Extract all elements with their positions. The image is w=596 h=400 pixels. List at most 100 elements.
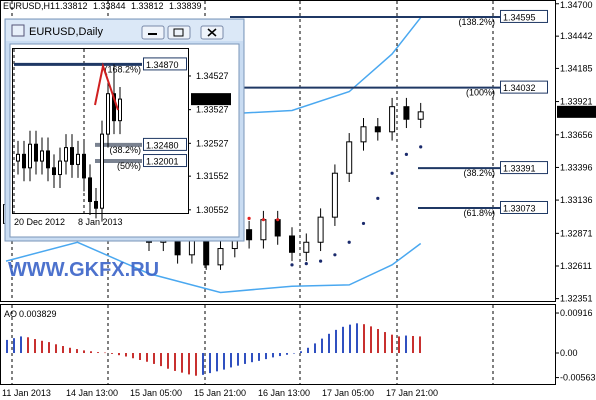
ao-bar — [209, 353, 211, 374]
ao-bar — [181, 353, 183, 373]
ao-bar — [349, 324, 351, 354]
y-tick-label: 1.34527 — [196, 71, 229, 81]
fib-price: 1.34595 — [503, 12, 536, 22]
ao-bar — [97, 352, 99, 354]
fib-price-box — [143, 137, 187, 151]
minimize-button[interactable] — [141, 25, 165, 40]
sar-dot — [319, 259, 323, 263]
ao-bar — [174, 353, 176, 371]
fib-price: 1.34870 — [146, 60, 179, 70]
fib-price: 1.32001 — [146, 157, 179, 167]
candle-body — [106, 93, 110, 135]
candle-body — [289, 235, 295, 253]
sar-dot — [361, 221, 366, 226]
y-tick-label: 0.00916 — [560, 308, 593, 318]
last-price-box — [191, 93, 231, 106]
chart-title: EURUSD,H1 — [3, 1, 55, 11]
window-icon — [11, 24, 25, 37]
ao-bar — [160, 353, 162, 367]
y-tick-label: 1.30552 — [196, 205, 229, 215]
x-tick-label: 8 Jan 2013 — [78, 217, 123, 227]
sar-dot — [390, 171, 394, 175]
maximize-button[interactable] — [167, 25, 191, 40]
ao-bar — [153, 353, 155, 364]
ao-bar — [419, 336, 421, 354]
fib-label: (138.2%) — [458, 17, 495, 27]
fib-price-box — [500, 9, 548, 23]
ao-bar — [356, 323, 358, 354]
ao-bar — [363, 324, 365, 354]
close-icon — [207, 28, 217, 37]
band-line — [5, 241, 422, 294]
y-tick-label: -0.00563 — [560, 373, 596, 383]
fib-label: (100%) — [466, 88, 495, 98]
ao-bar — [27, 337, 29, 354]
candle-body — [100, 133, 104, 209]
y-tick-label: 1.33656 — [560, 130, 593, 140]
ao-bar — [125, 353, 127, 357]
sar-dot — [304, 261, 308, 266]
ao-bar — [321, 338, 323, 354]
x-tick-label: 20 Dec 2012 — [14, 217, 65, 227]
candle-body — [260, 219, 267, 241]
candle-body — [303, 241, 310, 253]
y-tick-label: 1.31552 — [196, 171, 229, 181]
y-tick-label: 0.00 — [560, 348, 578, 358]
ao-bar — [118, 353, 120, 356]
ao-bar — [405, 335, 407, 354]
ao-bar — [41, 340, 43, 354]
fib-label: (168.2%) — [104, 64, 141, 74]
main-frame — [0, 0, 556, 302]
ao-bar — [307, 347, 309, 354]
fib-label: (38.2%) — [109, 145, 141, 155]
x-tick-label: 14 Jan 13:00 — [66, 388, 118, 398]
ao-bar — [342, 326, 344, 354]
y-tick-label: 1.33136 — [560, 195, 593, 205]
candle-body — [94, 200, 98, 209]
x-tick-label: 15 Jan 21:00 — [194, 388, 246, 398]
candle-body — [34, 143, 38, 162]
ao-bar — [279, 353, 281, 357]
watermark: WWW.GKFX.RU — [8, 259, 159, 281]
ao-bar — [55, 344, 57, 354]
candle-body — [112, 93, 116, 122]
ao-bar — [69, 347, 71, 354]
sar-dot — [376, 196, 380, 200]
x-tick-label: 16 Jan 13:00 — [258, 388, 310, 398]
sar-dot — [333, 253, 337, 257]
ao-bar — [370, 326, 372, 354]
fib-price: 1.34032 — [503, 83, 536, 93]
fib-anchor-line — [94, 62, 119, 111]
candle-body — [28, 143, 32, 169]
ohlc-value: 1.33812 — [55, 1, 88, 11]
sar-dot — [419, 145, 423, 149]
sar-dot — [276, 218, 280, 222]
fib-label: (61.8%) — [463, 208, 495, 218]
ao-bar — [398, 336, 400, 354]
ao-bar — [76, 349, 78, 354]
ao-bar — [111, 353, 113, 354]
candle-body — [217, 248, 224, 266]
candle-body — [58, 160, 62, 176]
candle-body — [360, 126, 367, 143]
ao-bar — [251, 353, 253, 363]
fib-price: 1.33073 — [503, 203, 536, 213]
ao-bar — [314, 343, 316, 354]
x-tick-label: 17 Jan 05:00 — [322, 388, 374, 398]
ao-bar — [265, 353, 267, 360]
candle-body — [64, 147, 68, 162]
y-tick-label: 1.34700 — [560, 0, 593, 10]
candle-body — [274, 219, 281, 237]
ao-bar — [104, 352, 106, 354]
candle-body — [76, 153, 80, 165]
y-tick-label: 1.34185 — [560, 63, 593, 73]
x-tick-label: 11 Jan 2013 — [2, 388, 51, 398]
y-tick-label: 1.32527 — [196, 138, 229, 148]
ao-bar — [202, 353, 204, 375]
ao-bar — [412, 335, 414, 354]
sar-dot — [247, 216, 251, 221]
ao-bar — [146, 353, 148, 362]
ao-bar — [244, 353, 246, 364]
sar-dot — [404, 152, 408, 156]
